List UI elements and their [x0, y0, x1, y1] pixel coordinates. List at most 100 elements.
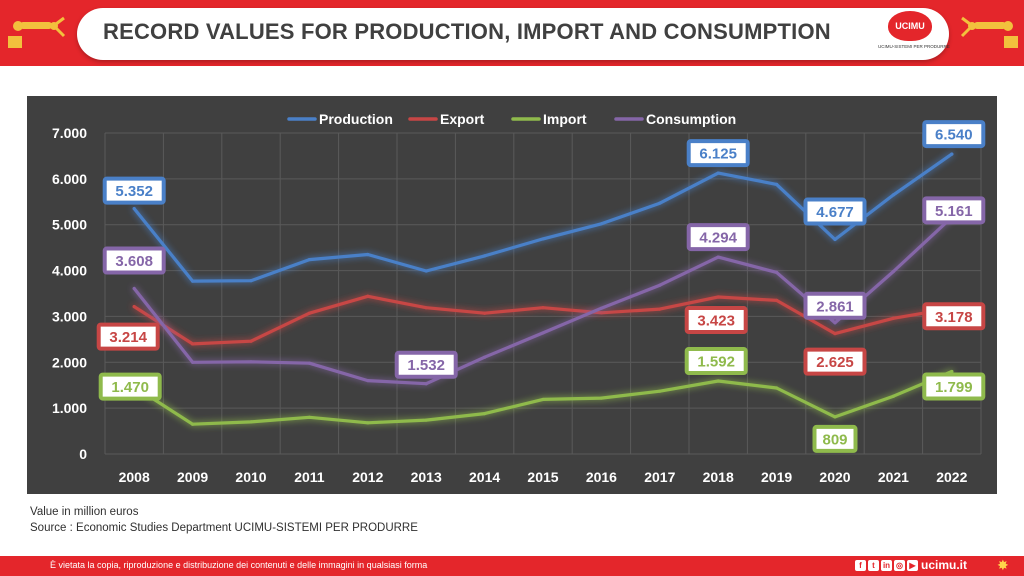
x-tick-label: 2013	[411, 469, 442, 485]
linkedin-icon[interactable]: in	[881, 560, 892, 571]
data-point-import	[950, 369, 954, 374]
data-point-consumption	[132, 286, 136, 291]
data-point-export	[891, 316, 896, 320]
data-point-production	[249, 279, 253, 283]
data-label-box	[96, 322, 160, 351]
x-tick-label: 2020	[819, 469, 850, 485]
data-point-import	[366, 421, 370, 425]
robot-arm-left-icon	[8, 16, 66, 48]
data-point-import	[307, 415, 311, 419]
data-point-consumption	[775, 270, 779, 275]
data-point-export	[307, 311, 311, 315]
data-label-box	[686, 139, 750, 168]
youtube-icon[interactable]: ▶	[907, 560, 918, 571]
data-point-production	[833, 237, 837, 242]
data-point-import	[424, 418, 428, 422]
footer-band: È vietata la copia, riproduzione e distr…	[0, 556, 1024, 576]
data-point-import	[775, 386, 779, 390]
data-point-production	[366, 252, 370, 257]
data-label-box	[684, 306, 748, 335]
data-point-consumption	[716, 255, 720, 259]
data-point-consumption	[599, 306, 604, 310]
line-chart: 0 1.000 2.000 3.000 4.000 5.000 6.000 7.000 2008…	[52, 111, 986, 485]
x-tick-label: 2012	[352, 469, 383, 485]
data-point-export	[366, 294, 370, 298]
chart-panel: 0 1.000 2.000 3.000 4.000 5.000 6.000 7.000 2008…	[27, 96, 997, 494]
data-label-export: 3.214	[109, 329, 147, 346]
data-point-production	[541, 237, 545, 241]
data-label-production: 4.677	[816, 204, 854, 221]
data-point-consumption	[424, 382, 428, 386]
data-point-export	[541, 306, 545, 310]
data-label-box	[98, 372, 162, 401]
x-tick-label: 2008	[119, 469, 150, 485]
site-link[interactable]: ucimu.it	[921, 558, 968, 572]
logo-badge: UCIMU	[888, 11, 932, 41]
data-label-box	[922, 372, 986, 401]
disclaimer-text: È vietata la copia, riproduzione e distr…	[50, 560, 428, 570]
data-point-export	[599, 311, 604, 315]
data-point-consumption	[191, 360, 195, 364]
chart-notes: Value in million euros Source : Economic…	[30, 504, 418, 536]
x-tick-label: 2010	[235, 469, 266, 485]
data-label-import: 1.592	[697, 353, 735, 370]
data-label-production: 5.352	[115, 183, 153, 200]
data-point-import	[249, 420, 253, 424]
data-point-consumption	[541, 331, 545, 335]
data-point-export	[424, 306, 428, 310]
data-point-consumption	[891, 269, 896, 274]
title-pill	[77, 8, 949, 60]
data-label-consumption: 2.861	[816, 298, 854, 315]
sparkle-icon: ✸	[997, 557, 1009, 573]
y-tick-label: 6.000	[52, 171, 87, 187]
data-label-box	[102, 176, 166, 205]
data-point-production	[775, 182, 779, 186]
y-tick-label: 4.000	[52, 263, 87, 279]
twitter-icon[interactable]: t	[868, 560, 879, 571]
data-point-export	[716, 295, 720, 299]
data-point-export	[658, 307, 662, 311]
ucimu-logo: UCIMU UCIMU-SISTEMI PER PRODURRE	[878, 11, 950, 55]
x-tick-label: 2015	[527, 469, 558, 485]
data-label-production: 6.125	[699, 146, 737, 163]
data-point-production	[132, 206, 136, 211]
y-tick-label: 3.000	[52, 308, 87, 324]
x-tick-label: 2011	[294, 469, 325, 485]
instagram-icon[interactable]: ◎	[894, 560, 905, 571]
y-tick-label: 1.000	[52, 400, 87, 416]
facebook-icon[interactable]: f	[855, 560, 866, 571]
data-label-box	[102, 246, 166, 275]
data-point-production	[716, 171, 720, 175]
x-tick-label: 2016	[586, 469, 617, 485]
data-label-box	[394, 350, 458, 379]
data-label-consumption: 4.294	[699, 230, 737, 247]
data-label-box	[803, 291, 867, 320]
data-label-box	[684, 346, 748, 375]
legend-label-export: Export	[440, 111, 485, 127]
data-label-box	[812, 424, 858, 453]
x-tick-label: 2021	[878, 469, 909, 485]
legend-label-production: Production	[319, 111, 393, 127]
legend-label-import: Import	[543, 111, 587, 127]
data-label-import: 1.470	[111, 379, 149, 396]
data-point-import	[891, 394, 896, 398]
data-point-consumption	[307, 361, 311, 365]
data-point-production	[950, 152, 954, 156]
source-note: Source : Economic Studies Department UCI…	[30, 522, 418, 534]
data-label-export: 3.423	[697, 313, 735, 330]
x-tick-label: 2009	[177, 469, 208, 485]
data-point-import	[716, 379, 720, 383]
data-label-export: 2.625	[816, 354, 854, 371]
data-label-box	[922, 302, 986, 331]
data-point-export	[483, 311, 487, 315]
x-tick-label: 2014	[469, 469, 500, 485]
unit-note: Value in million euros	[30, 506, 139, 518]
y-tick-label: 5.000	[52, 217, 87, 233]
page-title: RECORD VALUES FOR PRODUCTION, IMPORT AND…	[103, 19, 831, 44]
y-tick-label: 7.000	[52, 125, 87, 141]
data-point-import	[599, 396, 604, 400]
data-point-production	[658, 201, 662, 205]
data-point-consumption	[833, 321, 837, 325]
data-label-export: 3.178	[935, 309, 973, 326]
data-point-consumption	[483, 355, 487, 359]
